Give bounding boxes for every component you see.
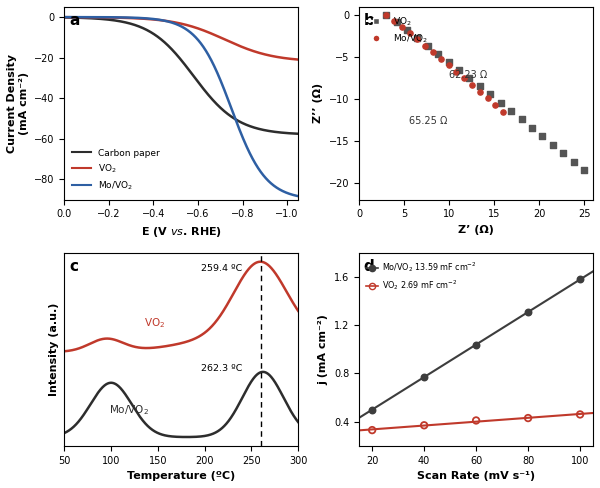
Point [523, 308, 533, 316]
Legend: Carbon paper, VO$_2$, Mo/VO$_2$: Carbon paper, VO$_2$, Mo/VO$_2$ [69, 145, 163, 195]
Point [496, 99, 506, 106]
Point [506, 107, 516, 115]
Text: d: d [364, 259, 374, 274]
Point [527, 124, 537, 132]
Point [452, 68, 461, 76]
Point [485, 90, 495, 98]
Point [517, 116, 526, 123]
X-axis label: Z’ (Ω): Z’ (Ω) [458, 225, 494, 235]
Point [460, 74, 469, 82]
Point [367, 426, 377, 434]
Legend: VO$_2$, Mo/VO$_2$: VO$_2$, Mo/VO$_2$ [364, 11, 431, 48]
Point [444, 58, 454, 65]
Point [548, 141, 557, 149]
Y-axis label: Intensity (a.u.): Intensity (a.u.) [49, 303, 59, 396]
Point [454, 66, 464, 74]
Text: b: b [364, 13, 375, 28]
Point [467, 81, 477, 89]
Point [579, 166, 589, 174]
Text: 62.23 Ω: 62.23 Ω [449, 70, 487, 80]
Point [413, 34, 422, 41]
Point [483, 94, 493, 102]
Y-axis label: Current Density
(mA cm⁻²): Current Density (mA cm⁻²) [7, 54, 29, 153]
Point [575, 410, 585, 418]
Y-axis label: j (mA cm⁻²): j (mA cm⁻²) [319, 314, 329, 385]
Point [538, 132, 547, 140]
Y-axis label: Z’’ (Ω): Z’’ (Ω) [313, 83, 323, 123]
Text: 259.4 ºC: 259.4 ºC [201, 264, 242, 273]
Text: 262.3 ºC: 262.3 ºC [201, 364, 242, 373]
X-axis label: E (V $\it{vs}$. RHE): E (V $\it{vs}$. RHE) [141, 225, 222, 239]
Point [392, 19, 401, 26]
Point [472, 341, 481, 348]
Point [419, 373, 429, 381]
Text: VO$_2$: VO$_2$ [144, 317, 165, 330]
Point [389, 17, 399, 25]
Point [421, 42, 430, 50]
Point [397, 23, 407, 31]
Point [523, 414, 533, 422]
Text: 65.25 Ω: 65.25 Ω [409, 116, 447, 126]
Text: Mo/VO$_2$: Mo/VO$_2$ [109, 404, 149, 417]
Point [475, 88, 485, 96]
X-axis label: Temperature (ºC): Temperature (ºC) [127, 471, 235, 481]
Text: c: c [69, 259, 78, 274]
Point [382, 11, 391, 19]
Point [575, 276, 585, 284]
X-axis label: Scan Rate (mV s⁻¹): Scan Rate (mV s⁻¹) [417, 471, 535, 481]
Point [413, 36, 422, 43]
Point [419, 421, 429, 429]
Text: a: a [69, 13, 79, 28]
Point [569, 158, 578, 166]
Point [559, 149, 568, 157]
Point [367, 406, 377, 413]
Point [402, 26, 412, 34]
Point [475, 82, 485, 90]
Point [382, 11, 391, 19]
Point [472, 417, 481, 425]
Point [498, 108, 508, 116]
Legend: Mo/VO$_2$ 13.59 mF cm$^{-2}$, VO$_2$ 2.69 mF cm$^{-2}$: Mo/VO$_2$ 13.59 mF cm$^{-2}$, VO$_2$ 2.6… [363, 257, 479, 295]
Point [436, 55, 446, 62]
Point [464, 74, 474, 82]
Point [405, 29, 415, 37]
Point [444, 61, 454, 69]
Point [491, 101, 500, 109]
Point [423, 41, 433, 49]
Point [428, 48, 438, 56]
Point [433, 50, 443, 58]
